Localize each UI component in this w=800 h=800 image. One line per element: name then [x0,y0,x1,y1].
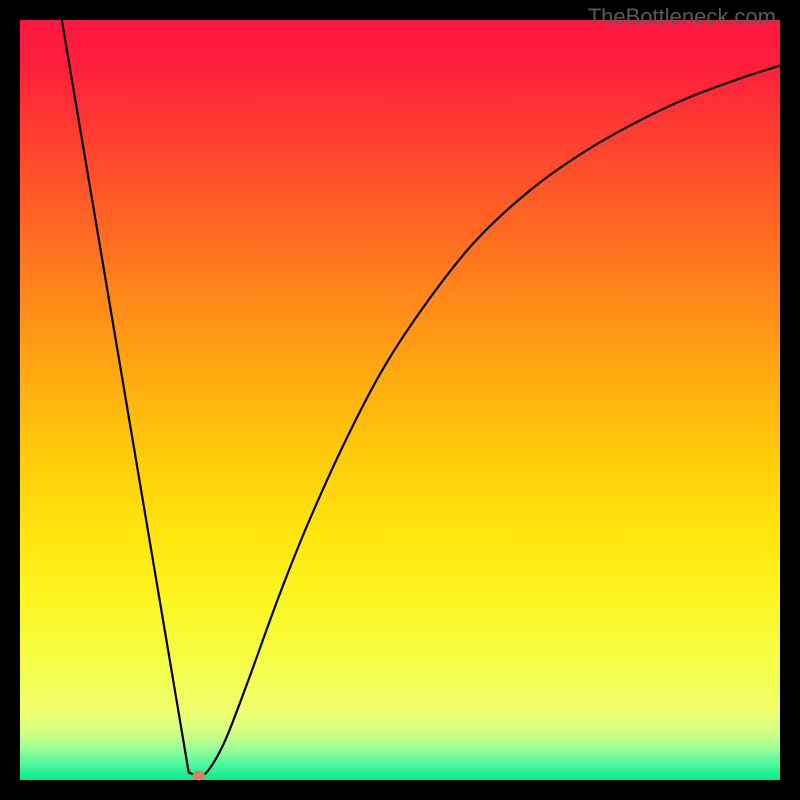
chart-container: TheBottleneck.com [0,0,800,800]
optimal-point-marker [192,770,204,780]
plot-background-gradient [20,20,780,780]
bottleneck-chart [0,0,800,800]
